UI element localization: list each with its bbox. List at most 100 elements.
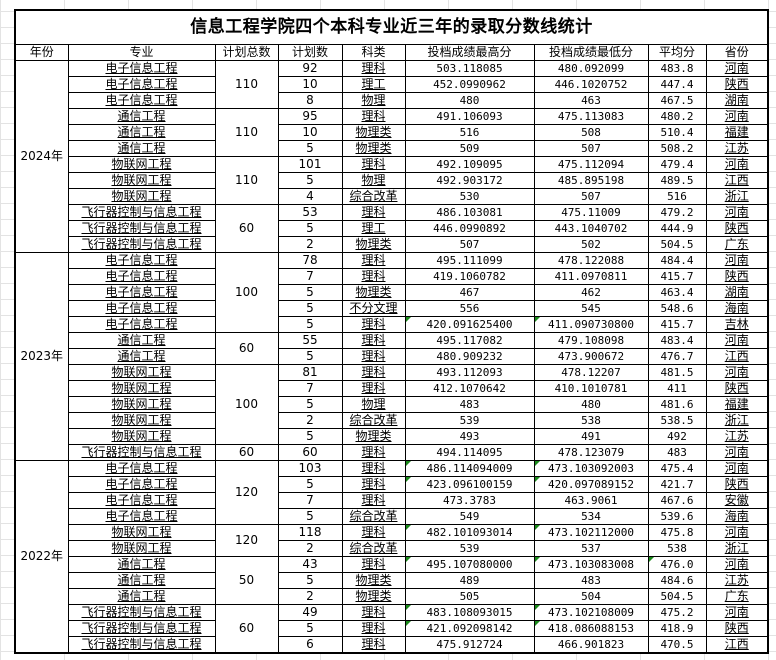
province-cell[interactable]: 吉林 <box>705 316 769 333</box>
high-score-cell[interactable]: 486.114094009 <box>404 460 535 477</box>
high-score-cell[interactable]: 492.903172 <box>404 172 535 189</box>
major-cell[interactable]: 电子信息工程 <box>67 76 216 93</box>
header-plan[interactable]: 计划数 <box>277 44 343 61</box>
low-score-cell[interactable]: 475.112094 <box>533 156 649 173</box>
high-score-cell[interactable]: 452.0990962 <box>404 76 535 93</box>
subject-cell[interactable]: 理科 <box>341 492 406 509</box>
province-cell[interactable]: 海南 <box>705 508 769 525</box>
high-score-cell[interactable]: 503.118085 <box>404 60 535 77</box>
subject-cell[interactable]: 物理类 <box>341 588 406 605</box>
plan-cell[interactable]: 101 <box>277 156 343 173</box>
subject-cell[interactable]: 综合改革 <box>341 508 406 525</box>
major-cell[interactable]: 电子信息工程 <box>67 492 216 509</box>
high-score-cell[interactable]: 530 <box>404 188 535 205</box>
subject-cell[interactable]: 理科 <box>341 60 406 77</box>
high-score-cell[interactable]: 494.114095 <box>404 444 535 461</box>
province-cell[interactable]: 江西 <box>705 172 769 189</box>
high-score-cell[interactable]: 489 <box>404 572 535 589</box>
year-cell[interactable]: 2022年 <box>14 460 69 654</box>
major-cell[interactable]: 通信工程 <box>67 108 216 125</box>
average-cell[interactable]: 492 <box>647 428 707 445</box>
high-score-cell[interactable]: 549 <box>404 508 535 525</box>
major-cell[interactable]: 物联网工程 <box>67 412 216 429</box>
high-score-cell[interactable]: 482.101093014 <box>404 524 535 541</box>
subject-cell[interactable]: 理科 <box>341 316 406 333</box>
plan-cell[interactable]: 5 <box>277 508 343 525</box>
high-score-cell[interactable]: 556 <box>404 300 535 317</box>
major-cell[interactable]: 电子信息工程 <box>67 476 216 493</box>
plan-cell[interactable]: 5 <box>277 348 343 365</box>
subject-cell[interactable]: 物理 <box>341 172 406 189</box>
low-score-cell[interactable]: 507 <box>533 140 649 157</box>
low-score-cell[interactable]: 475.113083 <box>533 108 649 125</box>
average-cell[interactable]: 481.5 <box>647 364 707 381</box>
plan-cell[interactable]: 6 <box>277 636 343 654</box>
province-cell[interactable]: 陕西 <box>705 380 769 397</box>
province-cell[interactable]: 湖南 <box>705 284 769 301</box>
province-cell[interactable]: 江苏 <box>705 428 769 445</box>
plan-cell[interactable]: 49 <box>277 604 343 621</box>
high-score-cell[interactable]: 493.112093 <box>404 364 535 381</box>
high-score-cell[interactable]: 539 <box>404 540 535 557</box>
province-cell[interactable]: 河南 <box>705 108 769 125</box>
average-cell[interactable]: 489.5 <box>647 172 707 189</box>
plan-total-cell[interactable]: 100 <box>214 252 279 333</box>
header-low-score[interactable]: 投档成绩最低分 <box>533 44 649 61</box>
average-cell[interactable]: 548.6 <box>647 300 707 317</box>
low-score-cell[interactable]: 473.102108009 <box>533 604 649 621</box>
average-cell[interactable]: 411 <box>647 380 707 397</box>
year-cell[interactable]: 2023年 <box>14 252 69 461</box>
subject-cell[interactable]: 物理类 <box>341 140 406 157</box>
subject-cell[interactable]: 理科 <box>341 636 406 654</box>
plan-total-cell[interactable]: 50 <box>214 556 279 605</box>
average-cell[interactable]: 475.4 <box>647 460 707 477</box>
subject-cell[interactable]: 理工 <box>341 76 406 93</box>
low-score-cell[interactable]: 478.123079 <box>533 444 649 461</box>
major-cell[interactable]: 电子信息工程 <box>67 92 216 109</box>
subject-cell[interactable]: 理科 <box>341 380 406 397</box>
high-score-cell[interactable]: 473.3783 <box>404 492 535 509</box>
low-score-cell[interactable]: 463.9061 <box>533 492 649 509</box>
major-cell[interactable]: 通信工程 <box>67 348 216 365</box>
major-cell[interactable]: 通信工程 <box>67 572 216 589</box>
major-cell[interactable]: 电子信息工程 <box>67 252 216 269</box>
subject-cell[interactable]: 理科 <box>341 108 406 125</box>
high-score-cell[interactable]: 505 <box>404 588 535 605</box>
province-cell[interactable]: 浙江 <box>705 412 769 429</box>
high-score-cell[interactable]: 492.109095 <box>404 156 535 173</box>
header-province[interactable]: 省份 <box>705 44 769 61</box>
plan-cell[interactable]: 7 <box>277 268 343 285</box>
major-cell[interactable]: 通信工程 <box>67 332 216 349</box>
high-score-cell[interactable]: 412.1070642 <box>404 380 535 397</box>
average-cell[interactable]: 470.5 <box>647 636 707 654</box>
subject-cell[interactable]: 物理类 <box>341 124 406 141</box>
province-cell[interactable]: 陕西 <box>705 220 769 237</box>
province-cell[interactable]: 河南 <box>705 252 769 269</box>
province-cell[interactable]: 江西 <box>705 348 769 365</box>
subject-cell[interactable]: 理科 <box>341 620 406 637</box>
subject-cell[interactable]: 理科 <box>341 460 406 477</box>
average-cell[interactable]: 483 <box>647 444 707 461</box>
plan-total-cell[interactable]: 120 <box>214 460 279 525</box>
average-cell[interactable]: 476.0 <box>647 556 707 573</box>
table-title[interactable]: 信息工程学院四个本科专业近三年的录取分数线统计 <box>14 9 769 45</box>
average-cell[interactable]: 467.5 <box>647 92 707 109</box>
average-cell[interactable]: 508.2 <box>647 140 707 157</box>
province-cell[interactable]: 陕西 <box>705 76 769 93</box>
low-score-cell[interactable]: 410.1010781 <box>533 380 649 397</box>
major-cell[interactable]: 物联网工程 <box>67 524 216 541</box>
plan-cell[interactable]: 5 <box>277 316 343 333</box>
plan-cell[interactable]: 95 <box>277 108 343 125</box>
low-score-cell[interactable]: 443.1040702 <box>533 220 649 237</box>
low-score-cell[interactable]: 537 <box>533 540 649 557</box>
major-cell[interactable]: 电子信息工程 <box>67 508 216 525</box>
average-cell[interactable]: 480.2 <box>647 108 707 125</box>
major-cell[interactable]: 通信工程 <box>67 140 216 157</box>
major-cell[interactable]: 物联网工程 <box>67 188 216 205</box>
average-cell[interactable]: 483.8 <box>647 60 707 77</box>
major-cell[interactable]: 通信工程 <box>67 588 216 605</box>
plan-cell[interactable]: 60 <box>277 444 343 461</box>
average-cell[interactable]: 467.6 <box>647 492 707 509</box>
subject-cell[interactable]: 理科 <box>341 364 406 381</box>
low-score-cell[interactable]: 508 <box>533 124 649 141</box>
